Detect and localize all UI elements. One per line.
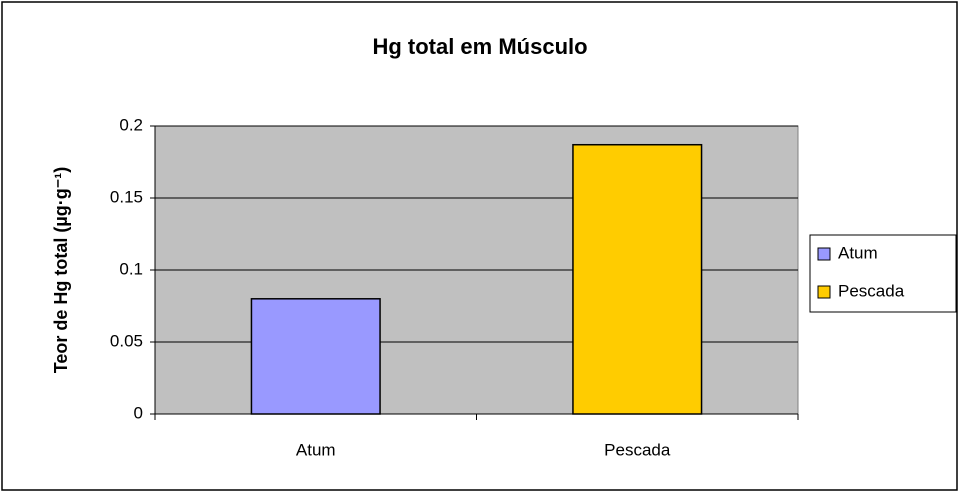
y-tick-label: 0.15: [110, 187, 143, 206]
legend-box: [809, 234, 957, 313]
y-tick-label: 0: [134, 403, 143, 422]
y-tick-label: 0.1: [119, 259, 143, 278]
x-tick-label: Pescada: [604, 440, 671, 459]
legend-swatch: [817, 285, 831, 299]
legend-label: Atum: [838, 243, 878, 262]
bar: [572, 143, 703, 415]
chart-title: Hg total em Músculo: [372, 34, 587, 59]
x-tick-label: Atum: [296, 440, 336, 459]
legend-label: Pescada: [838, 281, 905, 300]
y-tick-label: 0.2: [119, 115, 143, 134]
legend-swatch: [817, 247, 831, 261]
bar: [250, 298, 381, 415]
y-tick-label: 0.05: [110, 331, 143, 350]
y-axis-label: Teor de Hg total (µg·g⁻¹): [51, 167, 71, 374]
